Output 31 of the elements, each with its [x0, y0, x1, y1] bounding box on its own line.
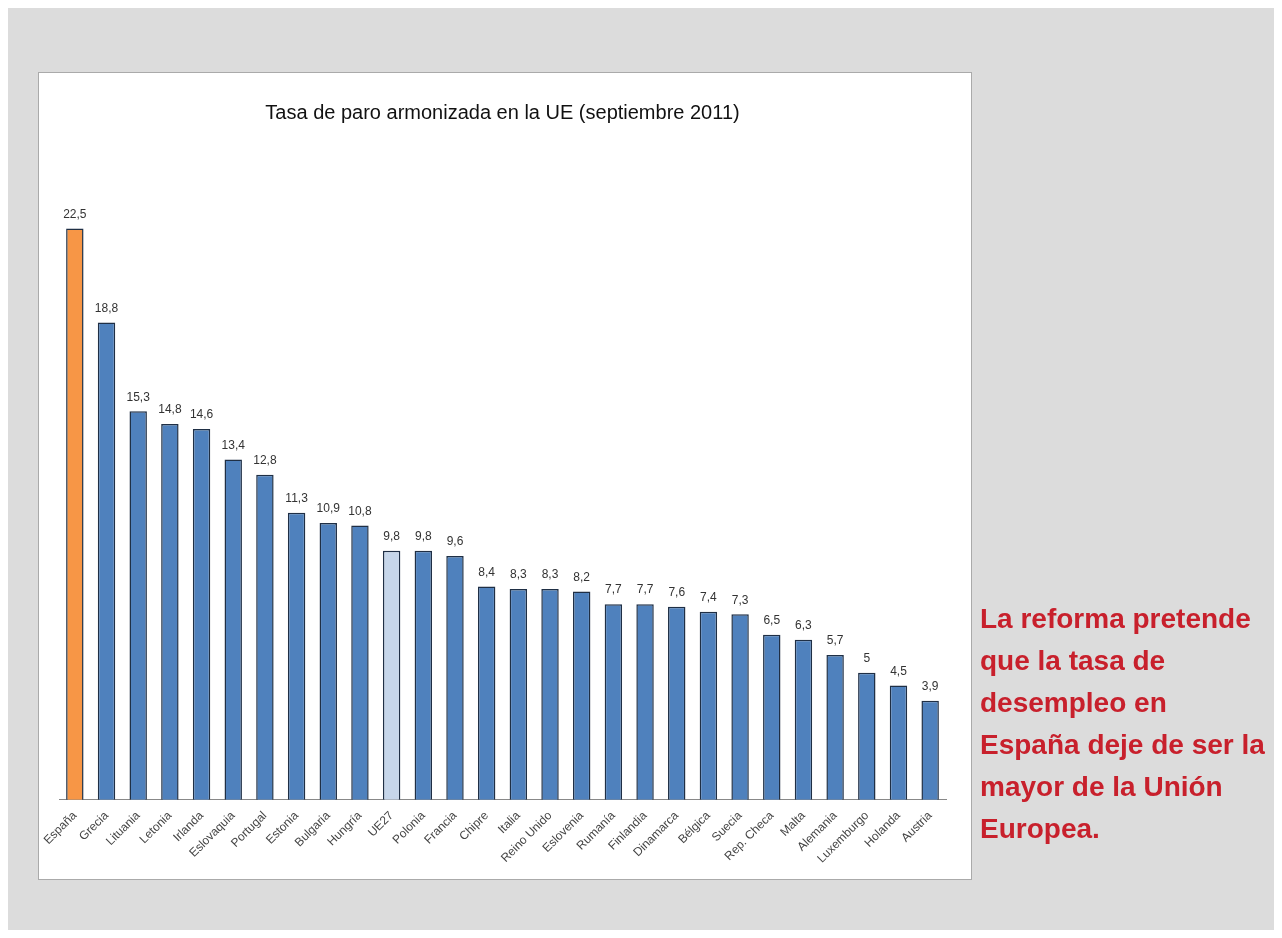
data-label: 5 — [863, 651, 871, 666]
data-label: 10,8 — [348, 503, 372, 518]
data-label: 7,6 — [668, 585, 686, 600]
data-label: 5,7 — [826, 633, 844, 648]
data-label: 10,9 — [316, 501, 341, 516]
data-label: 22,5 — [63, 206, 87, 221]
chart-title: Tasa de paro armonizada en la UE (septiembre 2011) — [265, 100, 740, 123]
data-label: 6,5 — [763, 612, 781, 627]
data-label: 7,3 — [731, 592, 749, 607]
x-tick-label: Italia — [494, 808, 524, 837]
data-label: 8,3 — [510, 567, 527, 582]
data-label: 8,3 — [541, 567, 559, 582]
data-label: 8,4 — [478, 564, 496, 579]
data-label: 9,8 — [414, 529, 432, 544]
data-label: 3,9 — [921, 678, 939, 693]
data-label: 15,3 — [126, 389, 151, 404]
data-label: 7,7 — [605, 582, 623, 597]
data-label: 11,3 — [285, 491, 309, 506]
data-label: 8,2 — [573, 569, 591, 584]
data-label: 7,4 — [700, 590, 718, 605]
data-label: 18,8 — [94, 300, 119, 315]
data-label: 9,8 — [383, 529, 401, 544]
text: La reforma pretende que la tasa de desempleo en España deje de ser la mayor de la Unión Europea. — [980, 602, 1266, 846]
data-label: 13,4 — [221, 437, 246, 452]
data-label: 7,7 — [636, 582, 654, 597]
data-label: 4,5 — [890, 663, 908, 678]
data-label: 9,6 — [446, 534, 464, 549]
data-label: 14,6 — [189, 407, 214, 422]
data-label: 14,8 — [158, 402, 182, 417]
data-label: 6,3 — [795, 618, 813, 633]
data-label: 12,8 — [253, 453, 277, 468]
